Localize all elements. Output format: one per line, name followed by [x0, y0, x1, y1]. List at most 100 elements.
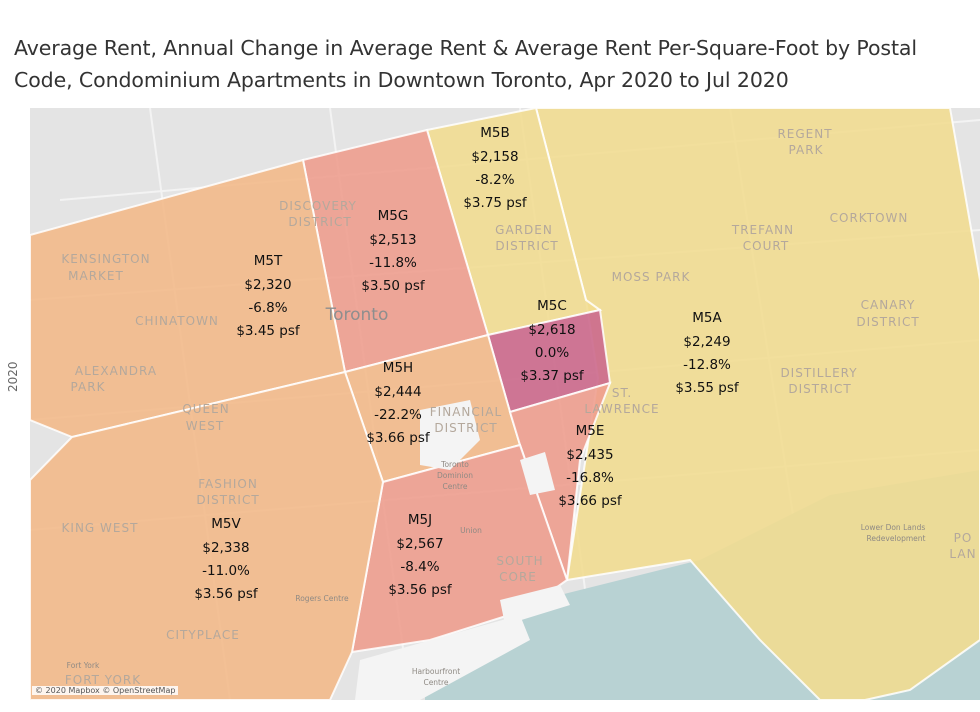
place-label-small: Redevelopment — [867, 534, 926, 543]
place-label: CHINATOWN — [135, 314, 219, 328]
region-psf: $3.66 psf — [366, 430, 431, 446]
region-label-M5C: M5C $2,618 0.0% $3.37 psf — [520, 298, 585, 384]
region-code: M5V — [211, 516, 241, 532]
region-change: -6.8% — [248, 300, 287, 316]
place-label: REGENT — [777, 127, 832, 141]
region-code: M5C — [537, 298, 567, 314]
region-rent: $2,320 — [244, 277, 291, 293]
region-psf: $3.55 psf — [675, 380, 740, 396]
region-rent: $2,513 — [369, 232, 416, 248]
region-label-M5B: M5B $2,158 -8.2% $3.75 psf — [463, 125, 528, 211]
region-label-M5G: M5G $2,513 -11.8% $3.50 psf — [361, 208, 426, 294]
map-viewport[interactable]: DISCOVERY DISTRICT KENSINGTON MARKET CHI… — [30, 108, 980, 700]
region-psf: $3.56 psf — [388, 582, 453, 598]
region-psf: $3.45 psf — [236, 323, 301, 339]
place-label: DISTRICT — [288, 215, 351, 229]
region-label-M5E: M5E $2,435 -16.8% $3.66 psf — [558, 423, 623, 509]
region-label-M5V: M5V $2,338 -11.0% $3.56 psf — [194, 516, 259, 602]
place-label: LAWRENCE — [584, 402, 659, 416]
map-attribution[interactable]: © 2020 Mapbox © OpenStreetMap — [32, 686, 179, 695]
place-label: FINANCIAL — [430, 405, 502, 419]
place-label: FORT YORK — [65, 673, 141, 687]
place-label: CITYPLACE — [166, 628, 240, 642]
place-label: COURT — [743, 239, 789, 253]
place-label: DISCOVERY — [279, 199, 357, 213]
region-change: -11.8% — [369, 255, 417, 271]
place-label: DISTILLERY — [780, 366, 857, 380]
region-change: 0.0% — [535, 345, 569, 361]
place-label: DISTRICT — [196, 493, 259, 507]
place-label-small: Rogers Centre — [295, 594, 349, 603]
region-change: -11.0% — [202, 563, 250, 579]
region-code: M5H — [383, 360, 413, 376]
place-label: WEST — [186, 419, 224, 433]
region-M5E[interactable] — [508, 381, 612, 581]
neighbourhood-labels: DISCOVERY DISTRICT KENSINGTON MARKET CHI… — [61, 127, 976, 687]
region-rent: $2,338 — [202, 540, 249, 556]
region-change: -8.4% — [400, 559, 439, 575]
region-change: -16.8% — [566, 470, 614, 486]
region-label-M5A: M5A $2,249 -12.8% $3.55 psf — [675, 310, 740, 396]
place-label: LAN — [949, 547, 976, 561]
region-psf: $3.37 psf — [520, 368, 585, 384]
region-rent: $2,444 — [374, 384, 421, 400]
region-label-M5H: M5H $2,444 -22.2% $3.66 psf — [366, 360, 431, 446]
region-change: -12.8% — [683, 357, 731, 373]
place-label: TREFANN — [731, 223, 794, 237]
place-label: CANARY — [861, 298, 916, 312]
region-labels: M5T $2,320 -6.8% $3.45 psf M5G $2,513 -1… — [194, 125, 740, 602]
place-label: QUEEN — [182, 402, 229, 416]
map-canvas[interactable]: DISCOVERY DISTRICT KENSINGTON MARKET CHI… — [30, 108, 980, 700]
place-label-small: Union — [460, 526, 482, 535]
region-code: M5B — [480, 125, 510, 141]
place-label-small: Dominion — [437, 471, 473, 480]
place-label-small: Centre — [423, 678, 448, 687]
year-axis-label: 2020 — [6, 361, 20, 392]
region-rent: $2,618 — [528, 322, 575, 338]
region-code: M5E — [576, 423, 605, 439]
place-label: MOSS PARK — [612, 270, 691, 284]
region-code: M5G — [378, 208, 409, 224]
region-rent: $2,435 — [566, 447, 613, 463]
place-label-small: Toronto — [440, 460, 469, 469]
place-label: PO — [954, 531, 973, 545]
place-label: CORE — [499, 570, 537, 584]
city-label: Toronto — [325, 305, 389, 325]
region-rent: $2,567 — [396, 536, 443, 552]
chart-title: Average Rent, Annual Change in Average R… — [14, 36, 917, 92]
place-label: KENSINGTON — [61, 252, 150, 266]
place-label: PARK — [71, 380, 106, 394]
building-blocks — [355, 400, 570, 700]
region-psf: $3.50 psf — [361, 278, 426, 294]
region-change: -8.2% — [475, 172, 514, 188]
region-code: M5J — [408, 512, 432, 528]
region-rent: $2,158 — [471, 149, 518, 165]
place-label: DISTRICT — [434, 421, 497, 435]
region-psf: $3.56 psf — [194, 586, 259, 602]
place-label-small: Harbourfront — [412, 667, 460, 676]
place-label: SOUTH — [496, 554, 543, 568]
place-label: MARKET — [68, 269, 124, 283]
place-label: ST. — [612, 386, 632, 400]
place-label: DISTRICT — [856, 315, 919, 329]
region-label-M5T: M5T $2,320 -6.8% $3.45 psf — [236, 253, 301, 339]
place-label: FASHION — [198, 477, 258, 491]
region-label-M5J: M5J $2,567 -8.4% $3.56 psf — [388, 512, 453, 598]
place-label: DISTRICT — [495, 239, 558, 253]
region-code: M5A — [692, 310, 722, 326]
place-label-small: Fort York — [67, 661, 100, 670]
place-label: KING WEST — [62, 521, 139, 535]
place-label: CORKTOWN — [830, 211, 909, 225]
region-change: -22.2% — [374, 407, 422, 423]
region-M5V[interactable] — [30, 370, 385, 700]
place-label-small: Lower Don Lands — [861, 523, 926, 532]
region-rent: $2,249 — [683, 334, 730, 350]
place-label: DISTRICT — [788, 382, 851, 396]
place-label: GARDEN — [495, 223, 553, 237]
place-label: ALEXANDRA — [75, 364, 157, 378]
place-label-small: Centre — [442, 482, 467, 491]
region-psf: $3.66 psf — [558, 493, 623, 509]
region-psf: $3.75 psf — [463, 195, 528, 211]
place-label: PARK — [789, 143, 824, 157]
region-code: M5T — [254, 253, 283, 269]
